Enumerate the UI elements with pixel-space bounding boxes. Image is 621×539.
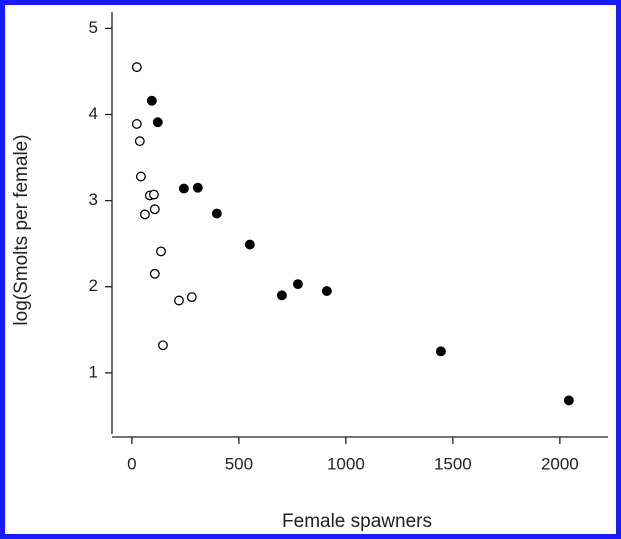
point: [135, 171, 146, 182]
y-tick-label: 4: [89, 104, 98, 123]
point: [186, 292, 197, 303]
x-tick-label: 500: [225, 454, 253, 473]
point: [211, 208, 222, 219]
point: [140, 209, 150, 220]
x-tick-label: 2000: [541, 454, 579, 473]
point: [146, 95, 157, 106]
point: [131, 119, 142, 129]
x-axis-label: Female spawners: [282, 511, 432, 532]
x-tick-label: 1000: [327, 454, 365, 473]
y-tick-label: 5: [89, 18, 98, 37]
y-tick-label: 1: [89, 362, 98, 381]
y-axis-label: log(Smolts per female): [11, 134, 32, 325]
point: [131, 62, 142, 73]
point: [156, 246, 166, 257]
x-tick-label: 1500: [434, 454, 472, 473]
point: [276, 290, 287, 301]
point: [149, 268, 160, 279]
point: [244, 239, 255, 250]
point: [134, 136, 145, 147]
x-tick-label: 0: [127, 454, 136, 473]
y-tick-label: 2: [89, 276, 98, 295]
point: [152, 117, 163, 128]
point: [178, 183, 189, 194]
y-tick-label: 3: [89, 190, 98, 209]
point: [148, 189, 159, 200]
point: [157, 340, 168, 351]
point: [321, 286, 332, 296]
point: [435, 346, 446, 357]
point: [292, 279, 303, 290]
point: [192, 182, 203, 193]
point: [149, 204, 160, 215]
point: [563, 395, 574, 406]
point: [174, 295, 184, 306]
